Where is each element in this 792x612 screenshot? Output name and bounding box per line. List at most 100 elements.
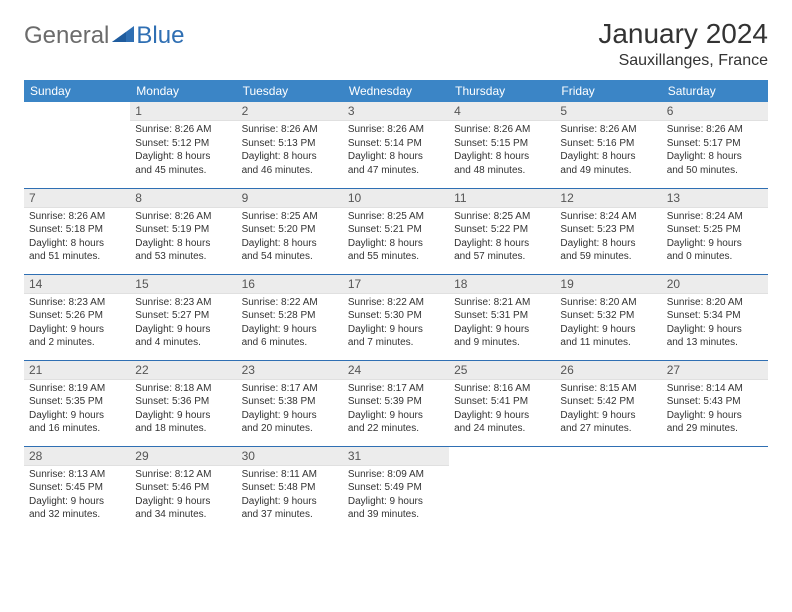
calendar-week-row: 14Sunrise: 8:23 AMSunset: 5:26 PMDayligh… — [24, 274, 768, 360]
day-content: Sunrise: 8:26 AMSunset: 5:13 PMDaylight:… — [237, 121, 343, 181]
day-info-line: Sunrise: 8:16 AM — [454, 382, 550, 396]
day-info-line: Sunrise: 8:17 AM — [348, 382, 444, 396]
day-info-line: Sunrise: 8:26 AM — [667, 123, 763, 137]
day-content: Sunrise: 8:23 AMSunset: 5:27 PMDaylight:… — [130, 294, 236, 354]
calendar-day-cell: 28Sunrise: 8:13 AMSunset: 5:45 PMDayligh… — [24, 446, 130, 532]
calendar-day-cell: 31Sunrise: 8:09 AMSunset: 5:49 PMDayligh… — [343, 446, 449, 532]
day-info-line: Sunset: 5:42 PM — [560, 395, 656, 409]
day-number: 2 — [237, 102, 343, 121]
day-info-line: Daylight: 9 hours — [242, 409, 338, 423]
day-info-line: Sunrise: 8:26 AM — [29, 210, 125, 224]
day-info-line: Sunrise: 8:09 AM — [348, 468, 444, 482]
day-info-line: and 0 minutes. — [667, 250, 763, 264]
calendar-day-cell: 18Sunrise: 8:21 AMSunset: 5:31 PMDayligh… — [449, 274, 555, 360]
day-info-line: Sunrise: 8:26 AM — [242, 123, 338, 137]
day-info-line: Daylight: 9 hours — [135, 409, 231, 423]
day-info-line: and 22 minutes. — [348, 422, 444, 436]
day-info-line: Daylight: 9 hours — [29, 409, 125, 423]
calendar-day-cell: 20Sunrise: 8:20 AMSunset: 5:34 PMDayligh… — [662, 274, 768, 360]
logo-text-general: General — [24, 22, 109, 50]
day-content: Sunrise: 8:11 AMSunset: 5:48 PMDaylight:… — [237, 466, 343, 526]
day-info-line: Sunrise: 8:26 AM — [135, 123, 231, 137]
calendar-day-cell: 19Sunrise: 8:20 AMSunset: 5:32 PMDayligh… — [555, 274, 661, 360]
day-info-line: Daylight: 8 hours — [29, 237, 125, 251]
day-info-line: and 27 minutes. — [560, 422, 656, 436]
day-info-line: Sunrise: 8:23 AM — [135, 296, 231, 310]
day-content: Sunrise: 8:25 AMSunset: 5:20 PMDaylight:… — [237, 208, 343, 268]
day-info-line: Sunrise: 8:17 AM — [242, 382, 338, 396]
day-content: Sunrise: 8:26 AMSunset: 5:14 PMDaylight:… — [343, 121, 449, 181]
day-info-line: Daylight: 9 hours — [667, 409, 763, 423]
calendar-day-cell: 27Sunrise: 8:14 AMSunset: 5:43 PMDayligh… — [662, 360, 768, 446]
day-info-line: Daylight: 8 hours — [242, 237, 338, 251]
calendar-day-cell: 8Sunrise: 8:26 AMSunset: 5:19 PMDaylight… — [130, 188, 236, 274]
calendar-day-cell — [662, 446, 768, 532]
day-info-line: Sunset: 5:21 PM — [348, 223, 444, 237]
calendar-day-cell: 13Sunrise: 8:24 AMSunset: 5:25 PMDayligh… — [662, 188, 768, 274]
day-info-line: Sunrise: 8:15 AM — [560, 382, 656, 396]
day-info-line: Sunrise: 8:23 AM — [29, 296, 125, 310]
day-info-line: Sunset: 5:19 PM — [135, 223, 231, 237]
day-content: Sunrise: 8:16 AMSunset: 5:41 PMDaylight:… — [449, 380, 555, 440]
calendar-day-cell: 30Sunrise: 8:11 AMSunset: 5:48 PMDayligh… — [237, 446, 343, 532]
title-block: January 2024 Sauxillanges, France — [598, 18, 768, 70]
day-info-line: and 51 minutes. — [29, 250, 125, 264]
day-number: 4 — [449, 102, 555, 121]
day-number: 21 — [24, 361, 130, 380]
day-info-line: Sunrise: 8:25 AM — [242, 210, 338, 224]
day-content: Sunrise: 8:22 AMSunset: 5:30 PMDaylight:… — [343, 294, 449, 354]
day-info-line: Daylight: 8 hours — [667, 150, 763, 164]
calendar-day-cell: 6Sunrise: 8:26 AMSunset: 5:17 PMDaylight… — [662, 102, 768, 188]
calendar-week-row: 21Sunrise: 8:19 AMSunset: 5:35 PMDayligh… — [24, 360, 768, 446]
day-info-line: Sunset: 5:36 PM — [135, 395, 231, 409]
day-info-line: Daylight: 9 hours — [348, 323, 444, 337]
day-number: 5 — [555, 102, 661, 121]
day-info-line: Sunrise: 8:26 AM — [348, 123, 444, 137]
weekday-header: Monday — [130, 80, 236, 102]
day-info-line: Sunset: 5:46 PM — [135, 481, 231, 495]
day-info-line: Daylight: 8 hours — [454, 150, 550, 164]
day-info-line: and 34 minutes. — [135, 508, 231, 522]
day-content: Sunrise: 8:14 AMSunset: 5:43 PMDaylight:… — [662, 380, 768, 440]
day-info-line: Daylight: 8 hours — [135, 237, 231, 251]
day-info-line: and 9 minutes. — [454, 336, 550, 350]
day-info-line: Sunset: 5:30 PM — [348, 309, 444, 323]
day-info-line: Sunset: 5:16 PM — [560, 137, 656, 151]
weekday-header: Wednesday — [343, 80, 449, 102]
day-info-line: Daylight: 9 hours — [135, 323, 231, 337]
day-info-line: Daylight: 9 hours — [29, 495, 125, 509]
day-info-line: Daylight: 9 hours — [454, 409, 550, 423]
day-info-line: Daylight: 8 hours — [348, 237, 444, 251]
calendar-table: Sunday Monday Tuesday Wednesday Thursday… — [24, 80, 768, 532]
day-number: 24 — [343, 361, 449, 380]
day-info-line: Sunset: 5:34 PM — [667, 309, 763, 323]
day-number: 14 — [24, 275, 130, 294]
day-content: Sunrise: 8:26 AMSunset: 5:15 PMDaylight:… — [449, 121, 555, 181]
day-content: Sunrise: 8:26 AMSunset: 5:18 PMDaylight:… — [24, 208, 130, 268]
logo-triangle-icon — [112, 24, 134, 42]
logo-text-blue: Blue — [136, 22, 184, 50]
day-number: 1 — [130, 102, 236, 121]
weekday-header: Tuesday — [237, 80, 343, 102]
calendar-day-cell: 1Sunrise: 8:26 AMSunset: 5:12 PMDaylight… — [130, 102, 236, 188]
day-number: 26 — [555, 361, 661, 380]
day-info-line: Daylight: 8 hours — [135, 150, 231, 164]
day-info-line: Daylight: 9 hours — [348, 409, 444, 423]
day-info-line: Daylight: 8 hours — [348, 150, 444, 164]
day-content: Sunrise: 8:21 AMSunset: 5:31 PMDaylight:… — [449, 294, 555, 354]
day-number: 20 — [662, 275, 768, 294]
day-number: 10 — [343, 189, 449, 208]
day-info-line: and 57 minutes. — [454, 250, 550, 264]
day-info-line: Sunset: 5:27 PM — [135, 309, 231, 323]
day-info-line: Sunrise: 8:22 AM — [348, 296, 444, 310]
day-content: Sunrise: 8:20 AMSunset: 5:32 PMDaylight:… — [555, 294, 661, 354]
day-info-line: Sunset: 5:43 PM — [667, 395, 763, 409]
day-info-line: Daylight: 9 hours — [348, 495, 444, 509]
day-content: Sunrise: 8:25 AMSunset: 5:21 PMDaylight:… — [343, 208, 449, 268]
day-info-line: Sunrise: 8:26 AM — [135, 210, 231, 224]
day-number: 11 — [449, 189, 555, 208]
day-info-line: Sunrise: 8:12 AM — [135, 468, 231, 482]
day-number: 15 — [130, 275, 236, 294]
weekday-header: Sunday — [24, 80, 130, 102]
day-info-line: Sunrise: 8:13 AM — [29, 468, 125, 482]
